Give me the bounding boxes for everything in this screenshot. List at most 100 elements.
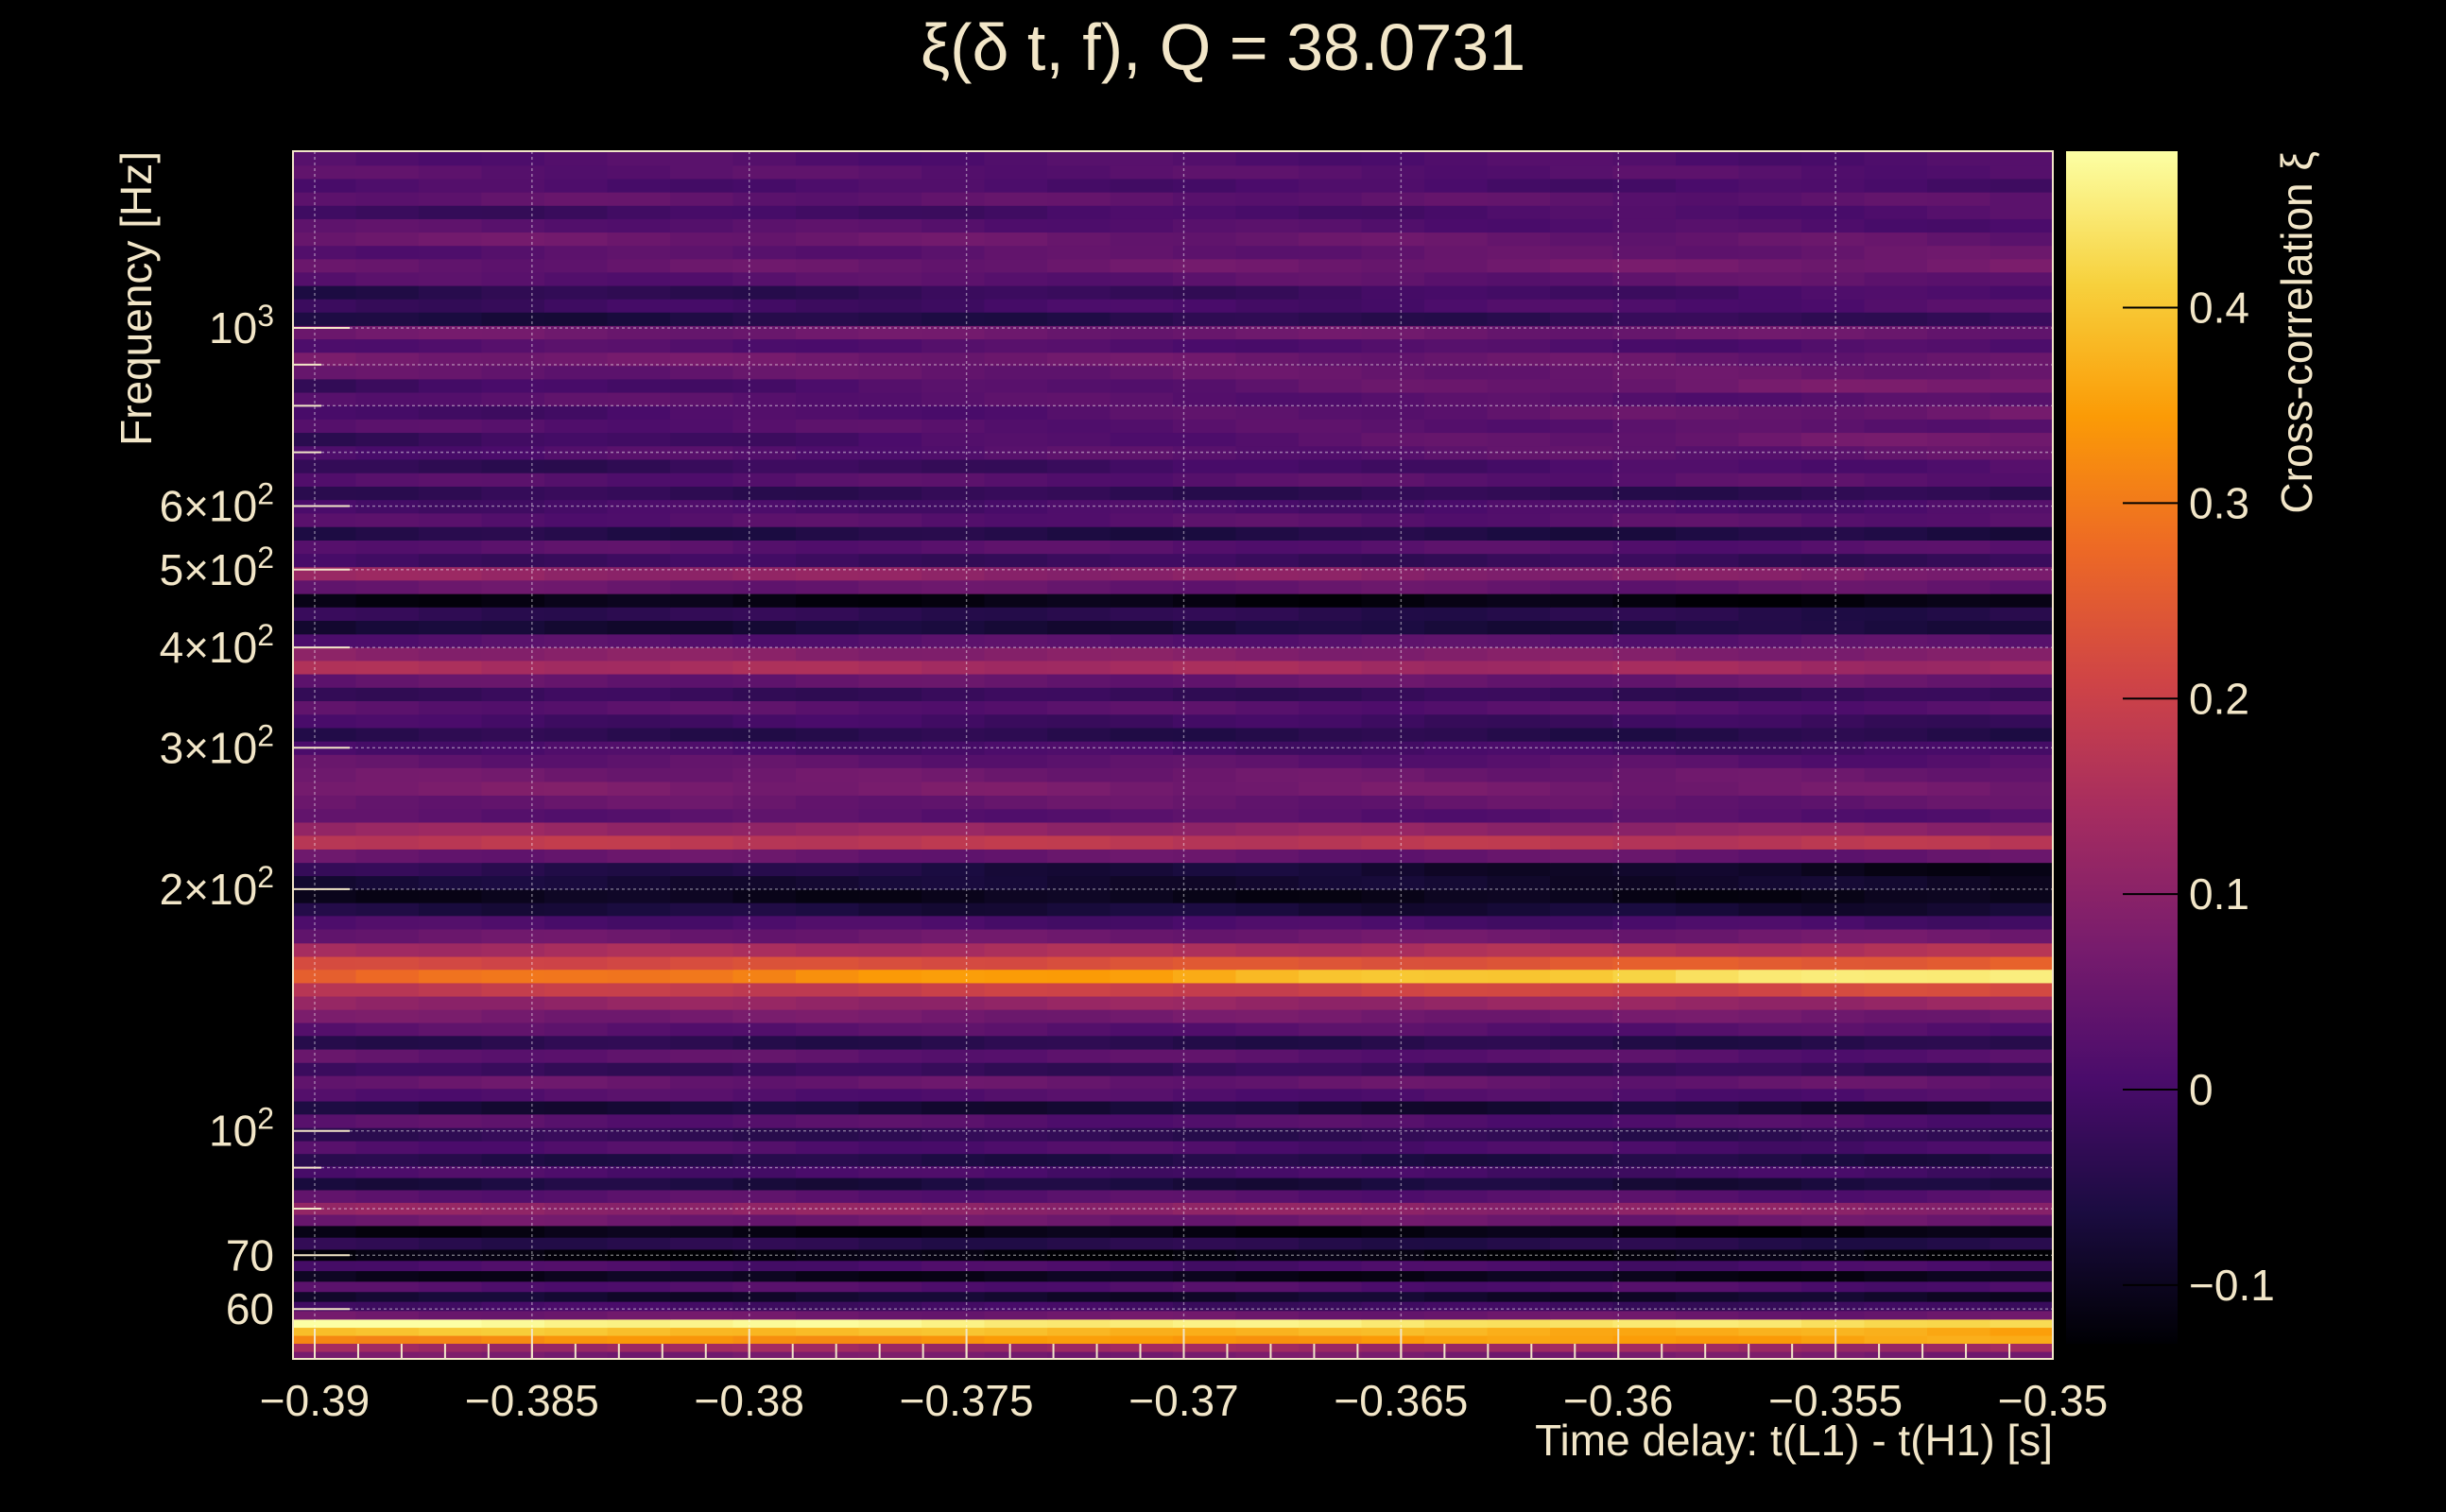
heatmap-cell bbox=[1550, 1189, 1614, 1203]
heatmap-cell bbox=[858, 486, 922, 501]
heatmap-cell bbox=[607, 245, 671, 260]
heatmap-cell bbox=[355, 205, 420, 219]
heatmap-cell bbox=[1550, 566, 1614, 581]
heatmap-cell bbox=[1299, 218, 1363, 233]
heatmap-cell bbox=[1801, 915, 1866, 930]
heatmap-cell bbox=[1047, 1022, 1111, 1037]
heatmap-cell bbox=[984, 1100, 1048, 1115]
heatmap-cell bbox=[858, 607, 922, 621]
heatmap-cell bbox=[796, 1248, 860, 1262]
heatmap-cell bbox=[293, 700, 357, 715]
heatmap-cell bbox=[1864, 1189, 1928, 1203]
heatmap-cell bbox=[1990, 1318, 2053, 1329]
heatmap-cell bbox=[607, 646, 671, 662]
heatmap-cell bbox=[1612, 1213, 1677, 1227]
heatmap-cell bbox=[1173, 218, 1237, 233]
heatmap-cell bbox=[419, 1049, 483, 1063]
heatmap-cell bbox=[1801, 472, 1866, 487]
heatmap-cell bbox=[1864, 1127, 1928, 1142]
heatmap-cell bbox=[1047, 741, 1111, 755]
heatmap-cell bbox=[1676, 245, 1740, 260]
heatmap-cell bbox=[858, 299, 922, 313]
heatmap-cell bbox=[607, 1248, 671, 1262]
heatmap-cell bbox=[1801, 808, 1866, 823]
heatmap-cell bbox=[1235, 1153, 1300, 1167]
heatmap-cell bbox=[544, 1062, 609, 1076]
heatmap-cell bbox=[1110, 284, 1174, 300]
heatmap-cell bbox=[1487, 1334, 1551, 1344]
heatmap-cell bbox=[984, 1009, 1048, 1023]
heatmap-cell bbox=[732, 1165, 797, 1178]
heatmap-cell bbox=[1801, 325, 1866, 340]
heatmap-cell bbox=[732, 915, 797, 930]
heatmap-cell bbox=[1801, 1327, 1866, 1336]
heatmap-cell bbox=[1738, 1088, 1802, 1102]
heatmap-cell bbox=[481, 1280, 545, 1293]
heatmap-cell bbox=[1047, 982, 1111, 997]
heatmap-cell bbox=[1235, 849, 1300, 864]
heatmap-cell bbox=[1361, 472, 1425, 487]
heatmap-cell bbox=[1424, 178, 1489, 193]
heatmap-cell bbox=[481, 378, 545, 393]
heatmap-cell bbox=[1361, 258, 1425, 273]
heatmap-cell bbox=[1487, 1075, 1551, 1090]
heatmap-cell bbox=[419, 849, 483, 864]
chart-title: ξ(δ t, f), Q = 38.0731 bbox=[921, 10, 1525, 84]
heatmap-cell bbox=[670, 875, 734, 890]
heatmap-cell bbox=[1424, 1075, 1489, 1090]
heatmap-cell bbox=[1801, 205, 1866, 219]
heatmap-cell bbox=[544, 1165, 609, 1178]
heatmap-cell bbox=[1738, 512, 1802, 527]
heatmap-cell bbox=[1424, 849, 1489, 864]
heatmap-cell bbox=[1612, 499, 1677, 514]
heatmap-cell bbox=[1550, 673, 1614, 688]
heatmap-cell bbox=[984, 1127, 1048, 1142]
heatmap-cell bbox=[607, 1009, 671, 1023]
heatmap-cell bbox=[1927, 687, 1991, 701]
heatmap-cell bbox=[858, 1202, 922, 1215]
heatmap-cell bbox=[1676, 915, 1740, 930]
heatmap-cell bbox=[1047, 1270, 1111, 1282]
y-tick-label: 5×102 bbox=[160, 541, 274, 594]
heatmap-cell bbox=[922, 741, 986, 755]
heatmap-cell bbox=[1424, 472, 1489, 487]
heatmap-cell bbox=[1990, 1062, 2053, 1076]
heatmap-cell bbox=[1424, 445, 1489, 460]
heatmap-cell bbox=[1990, 192, 2053, 206]
heatmap-cell bbox=[293, 512, 357, 527]
heatmap-cell bbox=[1801, 365, 1866, 380]
heatmap-cell bbox=[1110, 1270, 1174, 1282]
heatmap-cell bbox=[670, 754, 734, 768]
y-axis-label: Frequency [Hz] bbox=[112, 151, 161, 446]
heatmap-cell bbox=[1738, 192, 1802, 206]
heatmap-cell bbox=[732, 1350, 797, 1359]
heatmap-cell bbox=[858, 499, 922, 514]
heatmap-cell bbox=[419, 1035, 483, 1050]
heatmap-cell bbox=[607, 192, 671, 206]
heatmap-cell bbox=[1738, 1153, 1802, 1167]
heatmap-cell bbox=[419, 512, 483, 527]
heatmap-cell bbox=[796, 660, 860, 675]
colorbar-tick-label: −0.1 bbox=[2189, 1261, 2275, 1310]
heatmap-cell bbox=[858, 995, 922, 1010]
heatmap-cell bbox=[1173, 352, 1237, 367]
heatmap-cell bbox=[1990, 808, 2053, 823]
heatmap-cell bbox=[796, 526, 860, 541]
heatmap-cell bbox=[1612, 727, 1677, 742]
heatmap-cell bbox=[1299, 526, 1363, 541]
heatmap-cell bbox=[1424, 862, 1489, 877]
heatmap-cell bbox=[670, 271, 734, 286]
heatmap-cell bbox=[984, 1318, 1048, 1329]
heatmap-cell bbox=[293, 687, 357, 701]
heatmap-cell bbox=[1864, 1350, 1928, 1359]
heatmap-cell bbox=[1299, 325, 1363, 340]
heatmap-cell bbox=[796, 633, 860, 648]
heatmap-cell bbox=[1927, 795, 1991, 810]
heatmap-cell bbox=[796, 458, 860, 473]
heatmap-cell bbox=[1361, 512, 1425, 527]
heatmap-cell bbox=[1047, 458, 1111, 473]
heatmap-cell bbox=[858, 312, 922, 326]
heatmap-cell bbox=[1801, 955, 1866, 971]
heatmap-cell bbox=[1801, 781, 1866, 796]
heatmap-cell bbox=[1487, 445, 1551, 460]
